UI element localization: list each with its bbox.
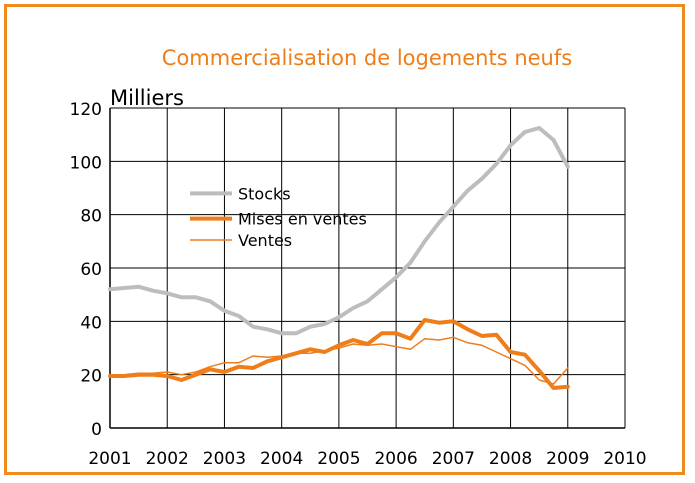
y-tick-label: 80: [80, 207, 102, 227]
legend-label: Ventes: [238, 231, 292, 250]
legend: Stocks Mises en ventes Ventes: [190, 184, 367, 250]
x-tick-label: 2006: [374, 449, 417, 469]
x-tick-label: 2010: [603, 449, 646, 469]
axes: 0 20 40 60 80 100 120 2001 2002 2003 2004 2005 2006 2…: [70, 100, 647, 469]
x-tick-label: 2001: [88, 449, 131, 469]
series-line-ventes: [109, 336, 569, 385]
x-tick-label: 2004: [260, 449, 303, 469]
x-tick-label: 2005: [317, 449, 360, 469]
chart-frame: [4, 4, 685, 475]
legend-label: Stocks: [238, 184, 291, 203]
y-tick-label: 60: [80, 260, 102, 280]
chart-title: Commercialisation de logements neufs: [162, 46, 572, 70]
series-group: [108, 126, 570, 390]
series-line-mises-en-ventes: [108, 318, 570, 390]
x-tick-label: 2008: [489, 449, 532, 469]
legend-label: Mises en ventes: [238, 210, 367, 229]
y-tick-label: 20: [80, 367, 102, 387]
y-tick-label: 0: [91, 420, 102, 440]
x-tick-label: 2002: [146, 449, 189, 469]
y-tick-label: 40: [80, 313, 102, 333]
y-tick-label: 120: [70, 100, 102, 120]
y-axis-unit: Milliers: [110, 86, 184, 110]
x-tick-label: 2007: [432, 449, 475, 469]
x-tick-label: 2003: [203, 449, 246, 469]
y-tick-label: 100: [70, 153, 102, 173]
x-tick-label: 2009: [546, 449, 589, 469]
series-line-stocks: [108, 126, 570, 336]
